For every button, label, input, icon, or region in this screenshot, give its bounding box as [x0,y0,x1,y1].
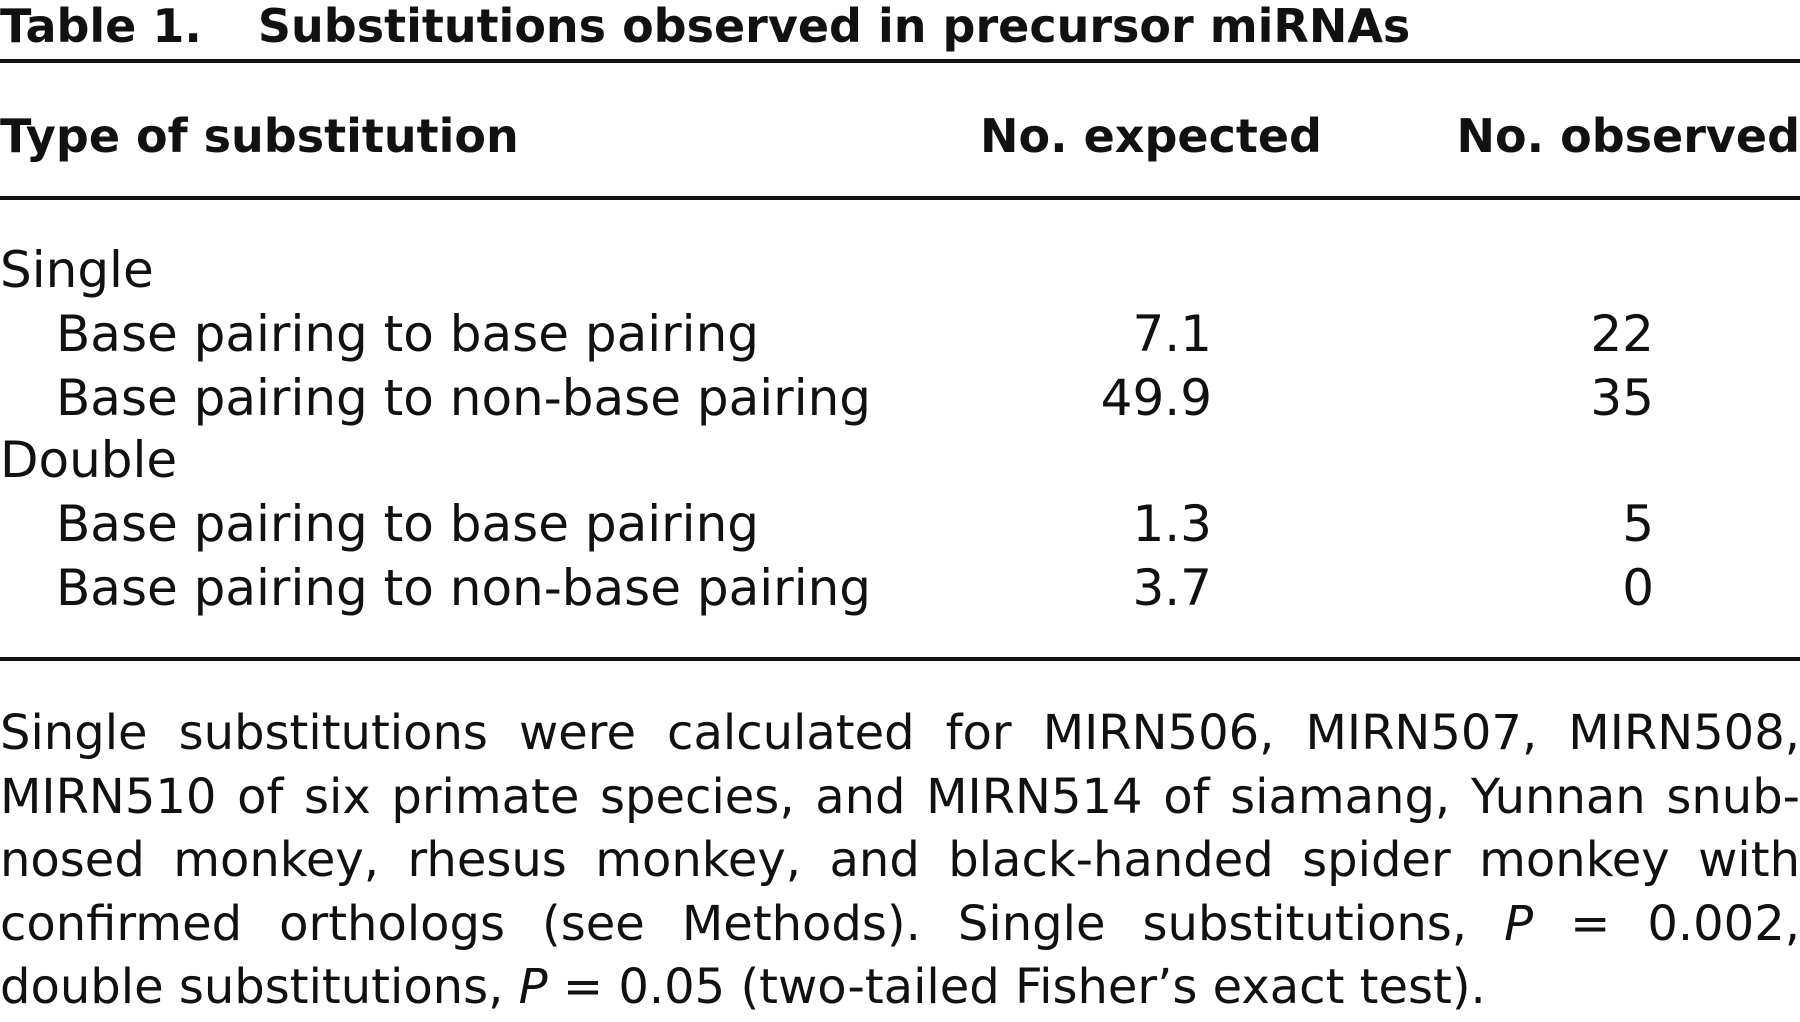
row-type: Base pairing to non-base pairing [56,559,872,617]
row-observed: 5 [1622,495,1654,553]
table-row: Base pairing to non-base pairing 49.9 35 [0,366,1800,430]
footnote-line: double substitutions, P = 0.05 (two-tail… [0,956,1800,1020]
row-observed: 35 [1590,369,1654,427]
bottom-rule [0,657,1800,661]
row-expected: 3.7 [1132,559,1212,617]
header-expected: No. expected [980,109,1322,163]
p-value-symbol: P [1504,895,1534,952]
footnote-text: double substitutions, [0,959,519,1015]
group-label: Single [0,241,154,299]
table-title: Table 1. Substitutions observed in precur… [0,0,1800,52]
header-rule [0,196,1800,200]
table-label: Table 1. [0,0,202,53]
footnote-line: nosed monkey, rhesus monkey, and black-h… [0,832,1800,888]
footnote-line: Single substitutions were calculated for… [0,705,1800,761]
footnote-text: = 0.002, [1533,895,1800,952]
table-row: Base pairing to base pairing 1.3 5 [0,492,1800,556]
row-observed: 0 [1622,559,1654,617]
group-row-double: Double [0,428,1800,492]
group-row-single: Single [0,238,1800,302]
footnote-line: confirmed orthologs (see Methods). Singl… [0,893,1800,957]
row-type: Base pairing to base pairing [56,495,760,553]
top-rule [0,59,1800,63]
footnote-line: MIRN510 of six primate species, and MIRN… [0,768,1800,825]
table-caption: Substitutions observed in precursor miRN… [257,0,1411,53]
table-footnote: Single substitutions were calculated for… [0,702,1800,1020]
row-expected: 49.9 [1100,369,1212,427]
footnote-text: confirmed orthologs (see Methods). Singl… [0,895,1505,952]
table-row: Base pairing to base pairing 7.1 22 [0,302,1800,366]
header-observed: No. observed [1456,109,1800,163]
p-value-symbol: P [518,959,548,1015]
table-row: Base pairing to non-base pairing 3.7 0 [0,556,1800,620]
row-expected: 7.1 [1132,305,1212,363]
group-label: Double [0,431,178,489]
footnote-text: = 0.05 (two-tailed Fisher’s exact test). [547,959,1486,1015]
row-type: Base pairing to base pairing [56,305,760,363]
row-type: Base pairing to non-base pairing [56,369,872,427]
header-type: Type of substitution [0,109,519,163]
row-expected: 1.3 [1132,495,1212,553]
row-observed: 22 [1590,305,1654,363]
